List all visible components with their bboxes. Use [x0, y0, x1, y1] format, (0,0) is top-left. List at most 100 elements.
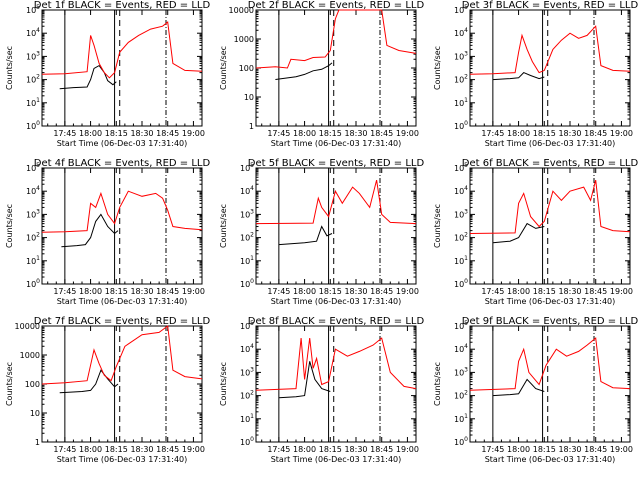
y-tick-label: 100 [454, 278, 468, 289]
x-tick-label: 17:45 [267, 129, 290, 138]
y-axis-label: Counts/sec [219, 362, 228, 406]
x-tick-label: 18:15 [533, 445, 556, 454]
x-tick-label: 18:00 [293, 445, 316, 454]
y-axis-label: Counts/sec [5, 362, 14, 406]
series-events [61, 213, 119, 248]
y-tick-label: 101 [240, 413, 254, 424]
series-lld [469, 179, 631, 234]
x-tick-label: 18:30 [344, 445, 367, 454]
x-tick-label: 19:00 [396, 287, 419, 296]
y-tick-label: 102 [26, 232, 40, 243]
x-tick-label: 18:45 [370, 445, 393, 454]
x-tick-label: 18:15 [105, 287, 128, 296]
plot-frame [469, 9, 631, 127]
x-tick-label: 17:45 [481, 445, 504, 454]
series-events [492, 222, 545, 244]
y-tick-label: 100 [240, 436, 254, 447]
y-tick-label: 101 [240, 255, 254, 266]
series-lld [255, 179, 417, 225]
x-tick-label: 17:45 [267, 287, 290, 296]
series-events [59, 64, 117, 90]
y-axis-label: Counts/sec [433, 46, 442, 90]
y-axis-label: Counts/sec [433, 204, 442, 248]
y-tick-label: 101 [454, 413, 468, 424]
y-tick-label: 102 [26, 74, 40, 85]
y-tick-label: 103 [240, 366, 254, 377]
y-tick-label: 100 [26, 278, 40, 289]
y-tick-label: 1 [35, 438, 40, 447]
x-tick-label: 18:30 [558, 445, 581, 454]
series-events [492, 72, 545, 81]
x-axis-label: Start Time (06-Dec-03 17:31:40) [485, 297, 616, 306]
x-tick-label: 18:30 [344, 129, 367, 138]
x-tick-label: 18:00 [79, 129, 102, 138]
y-tick-label: 105 [454, 162, 468, 173]
x-tick-label: 18:30 [130, 287, 153, 296]
y-tick-label: 102 [454, 74, 468, 85]
y-tick-label: 100 [26, 120, 40, 131]
y-tick-label: 100 [454, 120, 468, 131]
y-tick-label: 101 [26, 255, 40, 266]
x-axis-label: Start Time (06-Dec-03 17:31:40) [57, 139, 188, 148]
x-tick-label: 19:00 [182, 287, 205, 296]
x-tick-label: 18:00 [293, 287, 316, 296]
x-tick-label: 18:15 [319, 129, 342, 138]
y-tick-label: 102 [240, 232, 254, 243]
y-tick-label: 101 [454, 255, 468, 266]
x-tick-label: 17:45 [481, 287, 504, 296]
x-tick-label: 18:00 [507, 129, 530, 138]
y-tick-label: 102 [454, 390, 468, 401]
y-tick-label: 10000 [229, 6, 254, 15]
y-tick-label: 105 [240, 320, 254, 331]
x-tick-label: 18:45 [584, 287, 607, 296]
x-tick-label: 18:45 [370, 129, 393, 138]
x-tick-label: 18:45 [584, 129, 607, 138]
x-tick-label: 18:00 [79, 287, 102, 296]
x-tick-label: 18:45 [156, 445, 179, 454]
x-tick-label: 18:45 [156, 287, 179, 296]
y-tick-label: 102 [454, 232, 468, 243]
x-tick-label: 18:00 [507, 287, 530, 296]
x-tick-label: 19:00 [182, 445, 205, 454]
plot-frame [469, 167, 631, 285]
x-tick-label: 19:00 [396, 129, 419, 138]
x-tick-label: 17:45 [53, 445, 76, 454]
y-tick-label: 1000 [20, 351, 40, 360]
panel-8: Det 8f BLACK = Events, RED = LLD 100 101 10… [219, 316, 424, 464]
x-tick-label: 18:15 [105, 445, 128, 454]
x-tick-label: 18:45 [370, 287, 393, 296]
y-tick-label: 100 [240, 278, 254, 289]
y-tick-label: 104 [454, 343, 468, 354]
panel-7: Det 7f BLACK = Events, RED = LLD 1 10 100 10… [5, 316, 210, 464]
x-tick-label: 18:30 [558, 129, 581, 138]
series-lld [41, 190, 203, 233]
x-tick-label: 18:00 [79, 445, 102, 454]
plot-frame [41, 167, 203, 285]
x-axis-label: Start Time (06-Dec-03 17:31:40) [57, 455, 188, 464]
y-axis-label: Counts/sec [5, 204, 14, 248]
x-axis-label: Start Time (06-Dec-03 17:31:40) [271, 455, 402, 464]
y-tick-label: 104 [26, 27, 40, 38]
y-tick-label: 103 [26, 50, 40, 61]
panel-title: Det 6f BLACK = Events, RED = LLD [462, 158, 639, 169]
x-tick-label: 18:15 [533, 129, 556, 138]
x-axis-label: Start Time (06-Dec-03 17:31:40) [485, 455, 616, 464]
y-tick-label: 10 [30, 409, 40, 418]
y-tick-label: 104 [454, 185, 468, 196]
x-axis-label: Start Time (06-Dec-03 17:31:40) [485, 139, 616, 148]
y-tick-label: 100 [454, 436, 468, 447]
panel-title: Det 5f BLACK = Events, RED = LLD [248, 158, 425, 169]
y-tick-label: 101 [454, 97, 468, 108]
y-tick-label: 103 [454, 50, 468, 61]
plot-frame [469, 325, 631, 443]
series-events [278, 225, 333, 246]
series-lld [41, 21, 203, 79]
x-tick-label: 17:45 [53, 129, 76, 138]
y-tick-label: 10000 [15, 322, 40, 331]
x-tick-label: 19:00 [182, 129, 205, 138]
x-tick-label: 19:00 [610, 129, 633, 138]
y-tick-label: 10 [244, 93, 254, 102]
panel-2: Det 2f BLACK = Events, RED = LLD 1 10 100 10… [219, 0, 424, 148]
